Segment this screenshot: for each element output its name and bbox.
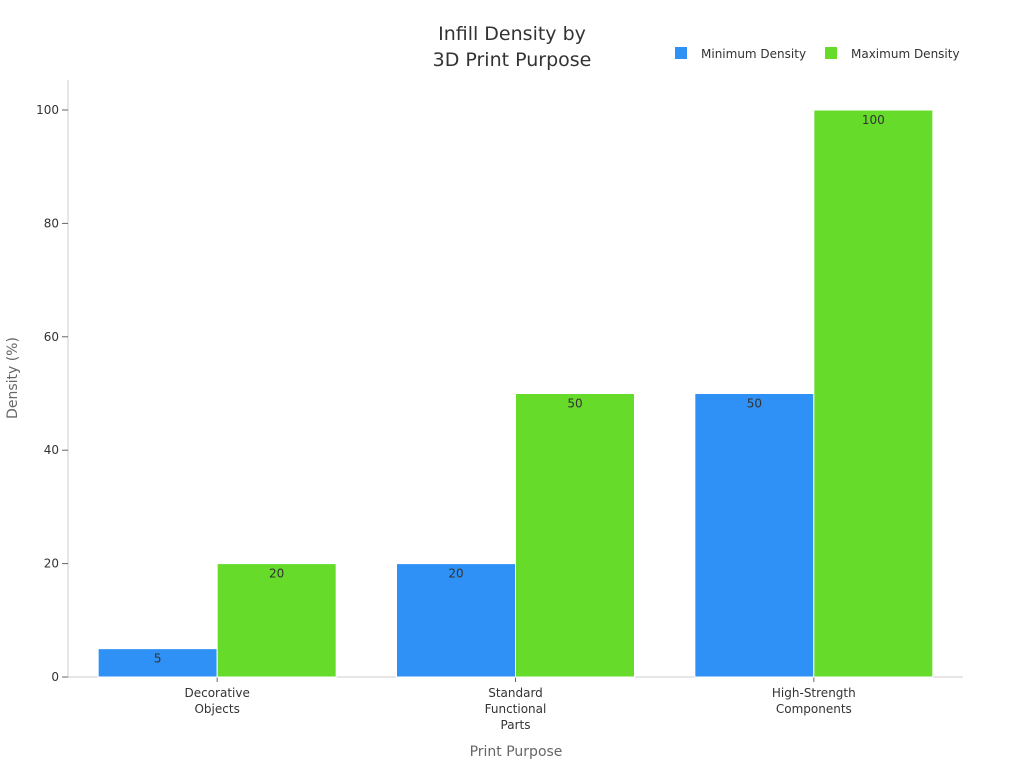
y-tick-label: 0 [51,670,59,684]
y-tick-label: 20 [44,557,59,571]
x-axis-title: Print Purpose [470,744,563,760]
x-tick-label: Decorative [184,686,249,700]
y-tick-label: 60 [44,330,59,344]
legend-swatch [825,47,837,59]
x-tick-label: Standard [488,686,543,700]
bar [396,563,516,678]
data-label: 20 [448,567,463,581]
data-label: 5 [154,652,162,666]
data-label: 20 [269,567,284,581]
legend-label: Minimum Density [701,47,806,61]
x-tick-label: High-Strength [772,686,856,700]
bar [694,393,815,678]
y-tick-label: 100 [36,103,59,117]
x-tick-label: Functional [485,702,547,716]
chart-title: Infill Density by [438,23,586,45]
x-tick-label: Components [776,702,852,716]
bar [813,109,934,678]
y-tick-label: 40 [44,443,59,457]
legend-label: Maximum Density [851,47,960,61]
bar [216,563,337,678]
data-label: 50 [747,397,762,411]
chart-title: 3D Print Purpose [433,49,592,71]
y-tick-label: 80 [44,216,59,230]
x-tick-label: Parts [501,718,531,732]
data-label: 50 [567,397,582,411]
x-tick-label: Objects [194,702,239,716]
y-axis-title: Density (%) [5,337,21,419]
legend-swatch [675,47,687,59]
data-label: 100 [862,113,885,127]
bar [515,393,635,678]
